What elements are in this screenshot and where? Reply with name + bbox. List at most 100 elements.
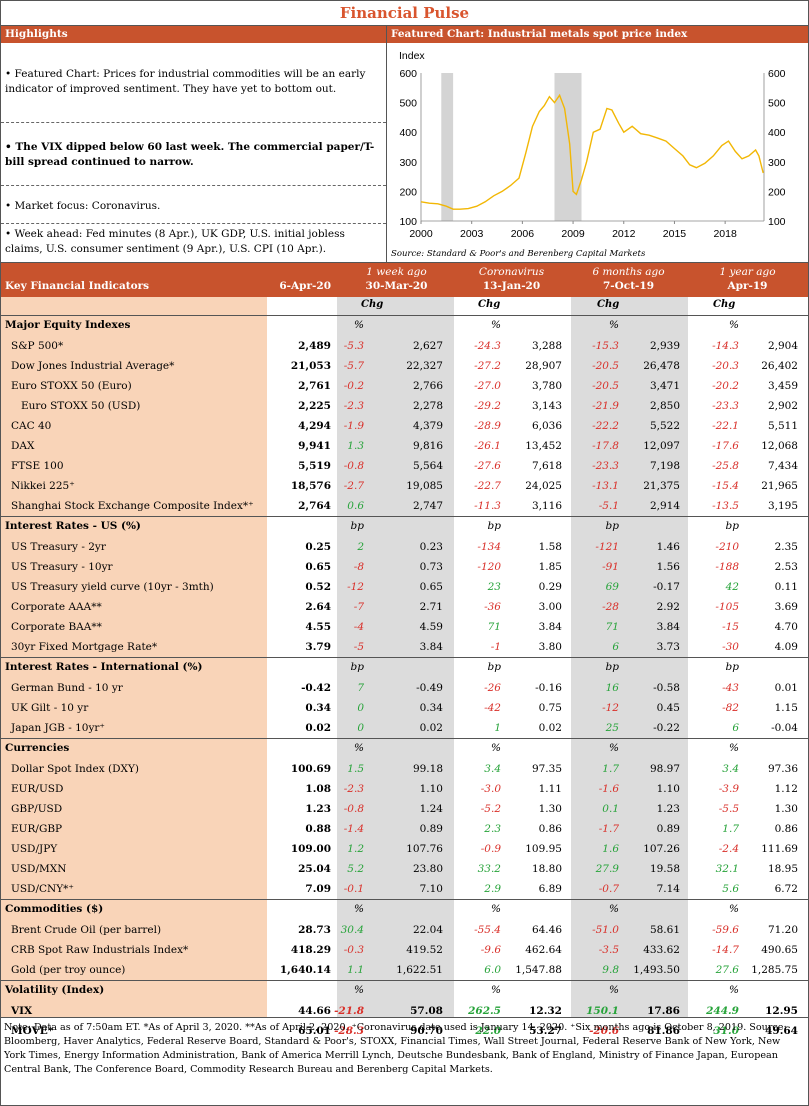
unit-label: %: [729, 984, 739, 996]
level-value: 5,564: [412, 460, 443, 472]
level-value: 2,627: [412, 340, 443, 352]
level-value: 9,941: [298, 440, 331, 452]
change-value: -20.6: [589, 1025, 619, 1037]
change-value: -55.4: [474, 924, 501, 936]
change-value: 25: [605, 722, 619, 734]
change-value: -15.3: [592, 340, 619, 352]
section-header: Interest Rates - US (%) bp bp bp bp: [1, 516, 808, 536]
level-value: 6,036: [531, 420, 562, 432]
table-row: Shanghai Stock Exchange Composite Index*…: [1, 496, 808, 516]
section-header: Interest Rates - International (%) bp bp bp…: [1, 657, 808, 677]
unit-label: bp: [725, 661, 739, 673]
change-value: 150.1: [586, 1005, 619, 1017]
change-value: 16: [605, 682, 619, 694]
level-value: 22,327: [406, 360, 443, 372]
level-value: 13,452: [525, 440, 562, 452]
level-value: 21,375: [643, 480, 680, 492]
y-tick-label: 200: [399, 186, 417, 198]
section-divider: [1, 657, 808, 658]
table-row: FTSE 100 5,519 -0.8 5,564 -27.6 7,618 -23.3 7,1…: [1, 456, 808, 476]
level-value: 26,478: [643, 360, 680, 372]
featured-chart-header: Featured Chart: Industrial metals spot p…: [387, 26, 808, 43]
level-value: 0.02: [419, 722, 443, 734]
section-title: Commodities ($): [5, 903, 104, 915]
table-row: USD/CNY*⁺ 7.09 -0.1 7.10 2.9 6.89 -0.7 7.14 5.6 6…: [1, 879, 808, 899]
series-line: [420, 93, 764, 210]
table-row: Euro STOXX 50 (Euro) 2,761 -0.2 2,766 -27.0 3…: [1, 376, 808, 396]
unit-label: bp: [350, 661, 364, 673]
column-date-current: 6-Apr-20: [279, 280, 331, 292]
column-date: 13-Jan-20: [482, 280, 541, 292]
metals-price-chart: Index 100 100 200 200 300 300 400 400 500 500 600 60…: [399, 50, 786, 240]
table-row: CAC 40 4,294 -1.9 4,379 -28.9 6,036 -22.2 5,522…: [1, 416, 808, 436]
level-value: 0.88: [305, 823, 331, 835]
column-heading: 6 months ago: [592, 266, 665, 278]
section-title: Volatility (Index): [5, 984, 105, 996]
change-value: 0: [357, 722, 364, 734]
level-value: 26,402: [761, 360, 798, 372]
unit-label: %: [609, 742, 619, 754]
level-value: -0.04: [771, 722, 798, 734]
recession-band: [554, 73, 582, 221]
change-value: 1.1: [347, 964, 364, 976]
unit-label: %: [354, 903, 364, 915]
row-label: FTSE 100: [11, 460, 64, 472]
level-value: 5,519: [298, 460, 331, 472]
section-header: Commodities ($)%%%%: [1, 899, 808, 919]
row-label: German Bund - 10 yr: [11, 682, 123, 694]
row-label: MOVE*: [11, 1025, 54, 1037]
change-value: 31.0: [713, 1025, 739, 1037]
row-label: USD/MXN: [11, 863, 67, 875]
level-value: 6.89: [538, 883, 562, 895]
level-value: 44.66: [298, 1005, 331, 1017]
change-value: -1.7: [598, 823, 619, 835]
level-value: 0.52: [305, 581, 331, 593]
change-value: -82: [722, 702, 739, 714]
x-tick-label: 2000: [409, 228, 433, 240]
unit-label: %: [354, 984, 364, 996]
chg-label: Chg: [361, 299, 384, 310]
x-tick-label: 2006: [511, 228, 535, 240]
level-value: 3,195: [767, 500, 798, 512]
level-value: 2,747: [412, 500, 443, 512]
y-axis-label: Index: [399, 50, 425, 62]
level-value: 53.27: [529, 1025, 562, 1037]
change-value: -21.9: [592, 400, 619, 412]
y-tick-label: 600: [399, 68, 417, 80]
change-value: 22.0: [475, 1025, 501, 1037]
section-divider: [1, 899, 808, 900]
level-value: 0.25: [305, 541, 331, 553]
change-value: -27.0: [474, 380, 501, 392]
change-value: 3.4: [722, 763, 739, 775]
level-value: 0.45: [656, 702, 680, 714]
table-row: Japan JGB - 10yr⁺ 0.02 0 0.02 1 0.02 25 -0.22 6 -…: [1, 718, 808, 738]
change-value: -17.6: [712, 440, 739, 452]
level-value: 3.80: [538, 641, 562, 653]
change-value: -121: [595, 541, 619, 553]
level-value: 1.23: [656, 803, 680, 815]
unit-label: bp: [605, 520, 619, 532]
unit-label: bp: [487, 661, 501, 673]
level-value: 0.75: [538, 702, 562, 714]
table-row: UK Gilt - 10 yr 0.34 0 0.34 -42 0.75 -12 0.45 -8…: [1, 698, 808, 718]
change-value: -20.3: [712, 360, 739, 372]
chg-label: Chg: [713, 299, 736, 310]
change-value: -91: [602, 561, 619, 573]
highlight-item: • Market focus: Coronavirus.: [5, 200, 161, 212]
level-value: 7,198: [649, 460, 680, 472]
x-tick-label: 2018: [713, 228, 737, 240]
level-value: 3.79: [305, 641, 331, 653]
row-label: Dow Jones Industrial Average*: [11, 360, 175, 372]
section-header: Currencies%%%%: [1, 738, 808, 758]
footnote: Note: Data as of 7:50am ET. *As of April…: [4, 1022, 787, 1075]
change-value: -13.1: [592, 480, 619, 492]
level-value: 2.92: [656, 601, 680, 613]
highlight-item: • Week ahead: Fed minutes (8 Apr.), UK G…: [5, 228, 345, 255]
change-value: -1.4: [343, 823, 364, 835]
level-value: 4.55: [305, 621, 331, 633]
level-value: 3,288: [531, 340, 562, 352]
level-value: 3,471: [649, 380, 680, 392]
change-value: 5.2: [347, 863, 364, 875]
level-value: 49.64: [765, 1025, 798, 1037]
level-value: 1.15: [774, 702, 798, 714]
